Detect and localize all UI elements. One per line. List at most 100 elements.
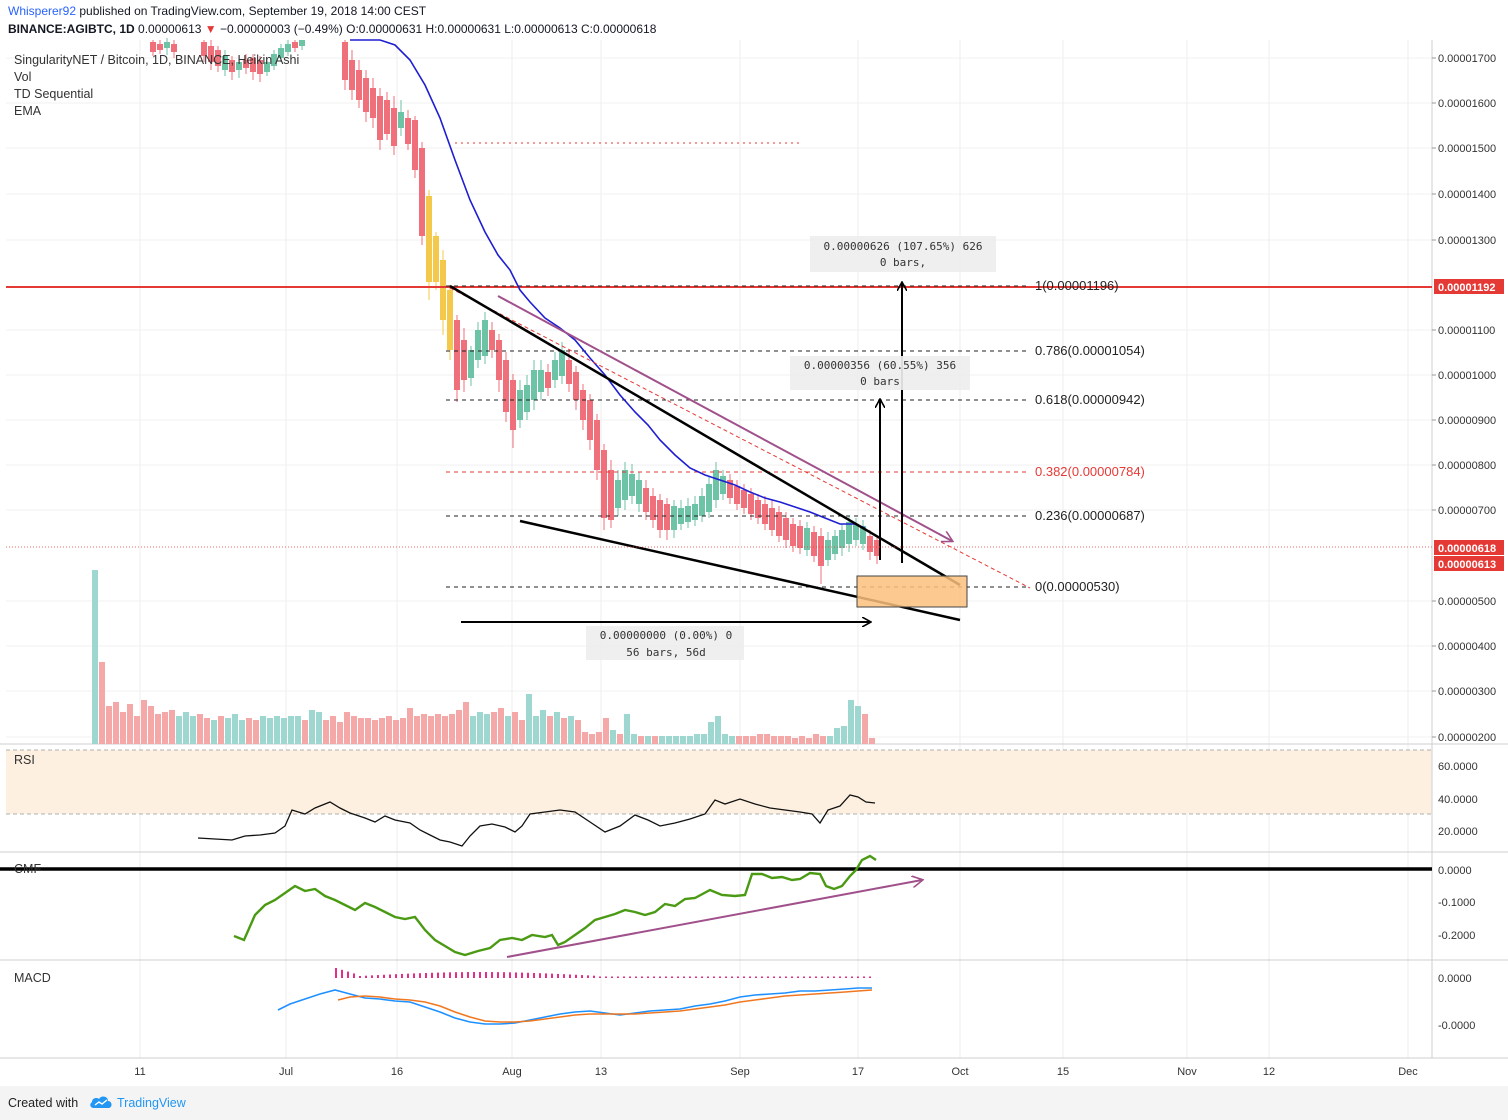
candle-body xyxy=(538,370,544,392)
volume-bar xyxy=(841,726,847,744)
legend-item-ema[interactable]: EMA xyxy=(14,104,42,118)
candle-body xyxy=(762,504,768,524)
legend-item-td[interactable]: TD Sequential xyxy=(14,87,94,101)
candle-body xyxy=(601,450,607,518)
volume-bar xyxy=(624,714,630,744)
volume-bar xyxy=(232,714,238,744)
legend-title[interactable]: SingularityNET / Bitcoin, 1D, BINANCE, H… xyxy=(14,53,300,67)
volume-bar xyxy=(456,710,462,744)
candle-body xyxy=(853,524,859,540)
volume-bar xyxy=(267,718,273,744)
volume-bar xyxy=(211,720,217,744)
volume-bar xyxy=(617,734,623,744)
candle-body xyxy=(713,470,719,500)
volume-bar xyxy=(309,710,315,744)
time-axis[interactable]: 11 Jul 16 Aug 13 Sep 17 Oct 15 Nov 12 Dec xyxy=(134,1066,1418,1078)
candle-body xyxy=(398,112,404,128)
rsi-label[interactable]: RSI xyxy=(14,753,35,767)
candle-body xyxy=(433,236,439,282)
volume-bar xyxy=(582,732,588,744)
candle-body xyxy=(419,148,425,236)
price-tick-label: 0.00001300 xyxy=(1438,235,1496,247)
price-marker-last xyxy=(1434,540,1504,555)
ema-line xyxy=(350,39,866,529)
candle-body xyxy=(285,44,291,52)
candle-body xyxy=(524,385,530,412)
footer: Created with TradingView xyxy=(0,1086,1508,1120)
cmf-label[interactable]: CMF xyxy=(14,862,42,876)
volume-bar xyxy=(589,734,595,744)
symbol-name: BINANCE:AGIBTC, 1D xyxy=(8,22,135,36)
measure-mid-line1: 0.00000356 (60.55%) 356 xyxy=(804,359,956,372)
candle-body xyxy=(783,518,789,540)
price-tick-label: 0.00000300 xyxy=(1438,686,1496,698)
volume-bar xyxy=(652,736,658,744)
volume-bar xyxy=(561,718,567,744)
macd-tick-label: 0.0000 xyxy=(1438,973,1472,985)
volume-bar xyxy=(337,722,343,744)
last-price: 0.00000613 xyxy=(138,22,202,36)
volume-bar xyxy=(491,712,497,744)
volume-bar xyxy=(323,720,329,744)
legend-item-vol[interactable]: Vol xyxy=(14,70,32,84)
rsi-tick-label: 40.0000 xyxy=(1438,794,1478,806)
price-tick-label: 0.00000400 xyxy=(1438,641,1496,653)
candle-body xyxy=(622,470,628,500)
candle-body xyxy=(594,420,600,470)
cmf-line xyxy=(233,854,877,957)
volume-bar xyxy=(778,736,784,744)
volume-bar xyxy=(288,716,294,744)
macd-histogram xyxy=(335,968,871,978)
measure-bottom-line2: 56 bars, 56d xyxy=(626,646,705,659)
volume-bar xyxy=(449,714,455,744)
volume-bar xyxy=(645,736,651,744)
price-marker-close xyxy=(1434,556,1504,571)
candle-body xyxy=(164,42,170,48)
volume-bar xyxy=(407,708,413,744)
candle-body xyxy=(278,48,284,58)
price-tick-label: 0.00001400 xyxy=(1438,189,1496,201)
volume-bar xyxy=(715,716,721,744)
candle-body xyxy=(356,70,362,100)
volume-bar xyxy=(204,718,210,744)
macd-label[interactable]: MACD xyxy=(14,971,51,985)
price-axis[interactable]: 0.00001700 0.00001600 0.00001500 0.00001400… xyxy=(1432,53,1496,1032)
symbol-header: BINANCE:AGIBTC, 1D 0.00000613 ▼ −0.00000… xyxy=(8,22,656,36)
candle-body xyxy=(629,474,635,496)
chart-canvas[interactable]: 1(0.00001196) 0.786(0.00001054) 0.618(0.… xyxy=(0,0,1508,1086)
volume-bar xyxy=(246,718,252,744)
candle-body xyxy=(250,58,256,72)
candle-body xyxy=(867,536,873,552)
candle-body xyxy=(201,42,207,56)
rsi-tick-label: 20.0000 xyxy=(1438,826,1478,838)
tradingview-brand[interactable]: TradingView xyxy=(117,1096,186,1110)
volume-bar xyxy=(316,712,322,744)
wedge-upper-line xyxy=(449,284,961,587)
volume-bar xyxy=(169,710,175,744)
volume-bar xyxy=(736,736,742,744)
volume-bar xyxy=(708,722,714,744)
candle-body xyxy=(349,60,355,90)
time-tick-label: Oct xyxy=(951,1066,968,1078)
price-tick-label: 0.00000900 xyxy=(1438,415,1496,427)
volume-bar xyxy=(484,714,490,744)
volume-bar xyxy=(281,718,287,744)
candle-body xyxy=(157,44,163,50)
fib-label-1: 1(0.00001196) xyxy=(1035,278,1119,293)
price-tick-label: 0.00000800 xyxy=(1438,460,1496,472)
rsi-line xyxy=(197,794,876,847)
time-tick-label: 16 xyxy=(391,1066,403,1078)
volume-bar xyxy=(176,716,182,744)
candles xyxy=(150,38,880,584)
author-link[interactable]: Whisperer92 xyxy=(8,4,77,18)
volume-bar xyxy=(673,736,679,744)
candle-body xyxy=(461,340,467,380)
candle-body xyxy=(171,44,177,52)
volume-bar xyxy=(99,662,105,744)
cmf-tick-label: 0.0000 xyxy=(1438,865,1472,877)
volume-bar xyxy=(148,706,154,744)
candle-body xyxy=(510,380,516,430)
candle-body xyxy=(377,96,383,140)
volume-bar xyxy=(162,712,168,744)
volume-bar xyxy=(827,736,833,744)
